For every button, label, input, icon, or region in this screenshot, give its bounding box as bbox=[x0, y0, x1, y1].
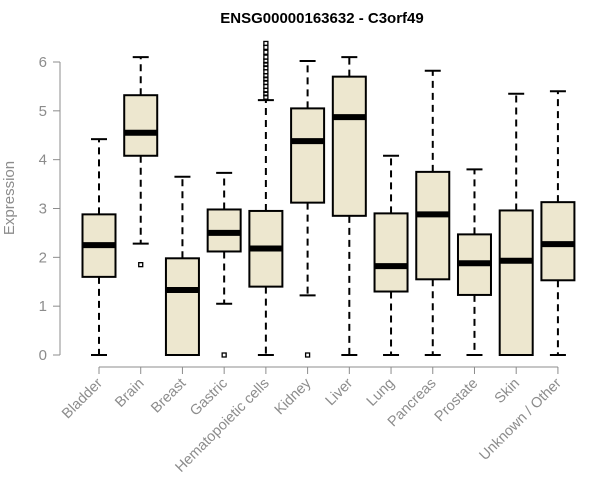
y-axis-label: Expression bbox=[1, 161, 18, 235]
x-tick-label: Brain bbox=[112, 376, 147, 411]
y-tick-label: 6 bbox=[39, 54, 47, 71]
x-tick-label: Liver bbox=[323, 375, 357, 409]
box-pancreas bbox=[415, 69, 451, 356]
outlier-point bbox=[263, 54, 269, 60]
iqr-box bbox=[498, 209, 534, 356]
iqr-box bbox=[290, 107, 326, 204]
box-skin bbox=[498, 92, 534, 356]
iqr-box bbox=[123, 94, 159, 157]
box-bladder bbox=[81, 138, 117, 356]
y-tick-label: 4 bbox=[39, 152, 47, 169]
outlier-point bbox=[263, 40, 269, 47]
box-kidney bbox=[290, 60, 326, 358]
box-liver bbox=[331, 56, 367, 356]
x-tick-label: Kidney bbox=[272, 375, 315, 418]
iqr-box bbox=[164, 257, 200, 356]
y-tick-label: 1 bbox=[39, 298, 47, 315]
outlier-point bbox=[263, 49, 269, 55]
y-tick-label: 0 bbox=[39, 347, 47, 364]
x-tick-label: Bladder bbox=[59, 375, 106, 422]
x-tick-label: Skin bbox=[492, 376, 523, 407]
chart-title: ENSG00000163632 - C3orf49 bbox=[220, 10, 423, 27]
y-axis: 0 1 2 3 4 5 6 bbox=[39, 54, 61, 364]
iqr-box bbox=[331, 75, 367, 217]
box-hematopoietic-cells bbox=[248, 40, 284, 356]
iqr-box bbox=[415, 170, 451, 281]
box-breast bbox=[164, 175, 200, 356]
outlier-point bbox=[221, 352, 227, 358]
box-brain bbox=[123, 56, 159, 268]
outlier-point bbox=[304, 352, 311, 358]
x-tick-label: Prostate bbox=[432, 376, 481, 425]
x-tick-label: Breast bbox=[148, 376, 189, 417]
y-tick-label: 5 bbox=[39, 103, 47, 120]
box-series bbox=[81, 40, 576, 358]
box-prostate bbox=[456, 168, 492, 356]
box-unknown-other bbox=[540, 90, 576, 356]
outlier-point bbox=[138, 262, 144, 268]
y-tick-label: 3 bbox=[39, 201, 47, 218]
iqr-box bbox=[373, 212, 409, 293]
box-gastric bbox=[206, 171, 242, 358]
box-lung bbox=[373, 154, 409, 356]
y-tick-label: 2 bbox=[39, 249, 47, 266]
x-tick-label: Lung bbox=[364, 376, 398, 410]
